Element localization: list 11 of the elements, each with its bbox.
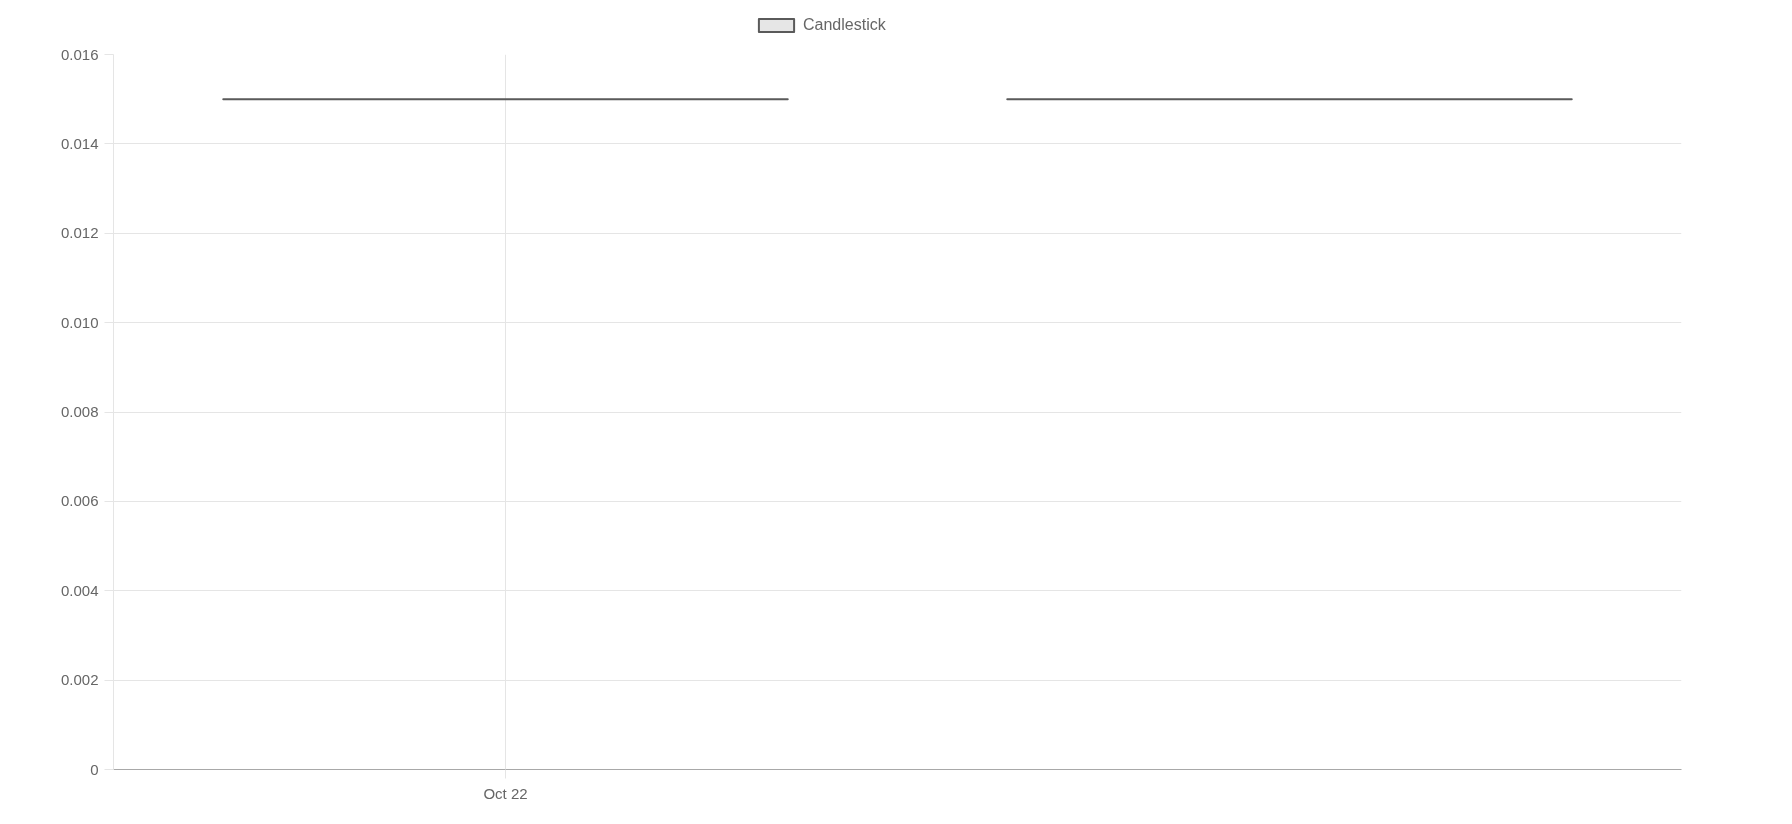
y-tick-label: 0.010 — [60, 313, 99, 331]
y-tick-label: 0.004 — [60, 581, 99, 599]
y-tick-label: 0 — [90, 760, 99, 778]
x-tick-label: Oct 22 — [483, 784, 528, 802]
y-tick-label: 0.008 — [60, 403, 99, 420]
y-tick-label: 0.014 — [60, 134, 99, 152]
y-tick-label: 0.012 — [60, 224, 99, 242]
y-tick-label: 0.002 — [60, 671, 99, 689]
y-tick-label: 0.006 — [60, 492, 99, 510]
y-tick-label: 0.016 — [60, 45, 99, 63]
legend-label: Candlestick — [803, 16, 886, 34]
